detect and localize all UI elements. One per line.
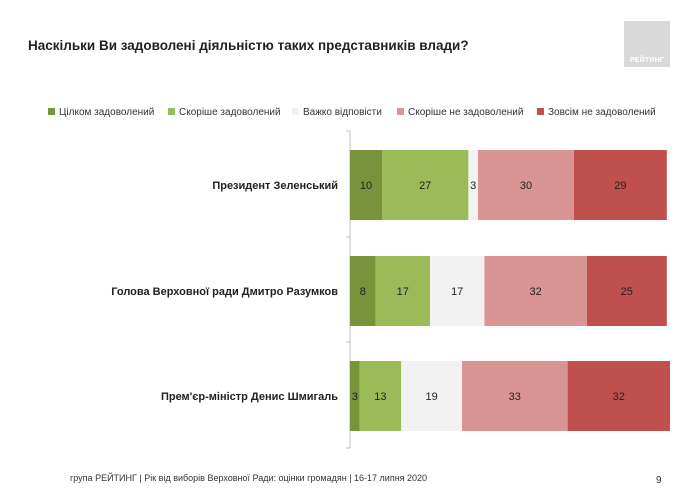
- bar-segment: [567, 361, 670, 431]
- legend-swatch: [292, 108, 299, 115]
- legend-item-fully-satisfied: Цілком задоволений: [48, 107, 154, 118]
- data-label: 19: [425, 391, 437, 403]
- legend-item-fully-dissatisfied: Зовсім не задоволений: [537, 107, 656, 118]
- data-label: 25: [621, 286, 633, 298]
- legend-swatch: [168, 108, 175, 115]
- data-label: 17: [451, 286, 463, 298]
- bar-segment: [574, 150, 667, 220]
- legend-label: Цілком задоволений: [59, 107, 155, 118]
- legend-label: Скоріше задоволений: [179, 107, 281, 118]
- bar-segment: [484, 256, 587, 326]
- legend-label: Скоріше не задоволений: [408, 107, 524, 118]
- data-label: 8: [360, 286, 366, 298]
- bar-segment: [468, 150, 478, 220]
- legend-label: Важко відповісти: [303, 107, 382, 118]
- data-label: 27: [419, 180, 431, 192]
- data-label: 29: [614, 180, 626, 192]
- data-label: 32: [529, 286, 541, 298]
- bar-segment: [382, 150, 469, 220]
- chart-title: Наскільки Ви задоволені діяльністю таких…: [28, 38, 469, 53]
- data-label: 17: [397, 286, 409, 298]
- data-label: 30: [520, 180, 532, 192]
- rating-logo: РЕЙТИНГ: [624, 21, 670, 67]
- bar-segment: [350, 361, 360, 431]
- data-label: 3: [470, 180, 476, 192]
- legend-swatch: [48, 108, 55, 115]
- page-number: 9: [656, 475, 662, 486]
- category-label: Прем'єр-міністр Денис Шмигаль: [161, 391, 338, 403]
- data-label: 3: [352, 391, 358, 403]
- chart-legend: Цілком задоволений Скоріше задоволений В…: [0, 107, 690, 121]
- bar-segment: [462, 361, 568, 431]
- data-label: 10: [360, 180, 372, 192]
- footer-source: група РЕЙТИНГ | Рік від виборів Верховно…: [70, 473, 428, 483]
- bar-segment: [430, 256, 485, 326]
- category-label: Президент Зеленський: [212, 180, 338, 192]
- category-label: Голова Верховної ради Дмитро Разумков: [111, 286, 338, 298]
- data-label: 32: [613, 391, 625, 403]
- bar-segment: [359, 361, 402, 431]
- bar-segment: [350, 150, 382, 220]
- legend-item-rather-dissatisfied: Скоріше не задоволений: [397, 107, 523, 118]
- legend-item-rather-satisfied: Скоріше задоволений: [168, 107, 281, 118]
- data-label: 33: [509, 391, 521, 403]
- legend-label: Зовсім не задоволений: [548, 107, 656, 118]
- bar-segment: [478, 150, 574, 220]
- legend-swatch: [537, 108, 544, 115]
- bar-segment: [586, 256, 667, 326]
- bar-segment: [350, 256, 376, 326]
- legend-swatch: [397, 108, 404, 115]
- legend-item-hard-to-say: Важко відповісти: [292, 107, 382, 118]
- bar-segment: [401, 361, 462, 431]
- logo-text: РЕЙТИНГ: [629, 57, 665, 64]
- data-label: 13: [374, 391, 386, 403]
- bar-segment: [375, 256, 430, 326]
